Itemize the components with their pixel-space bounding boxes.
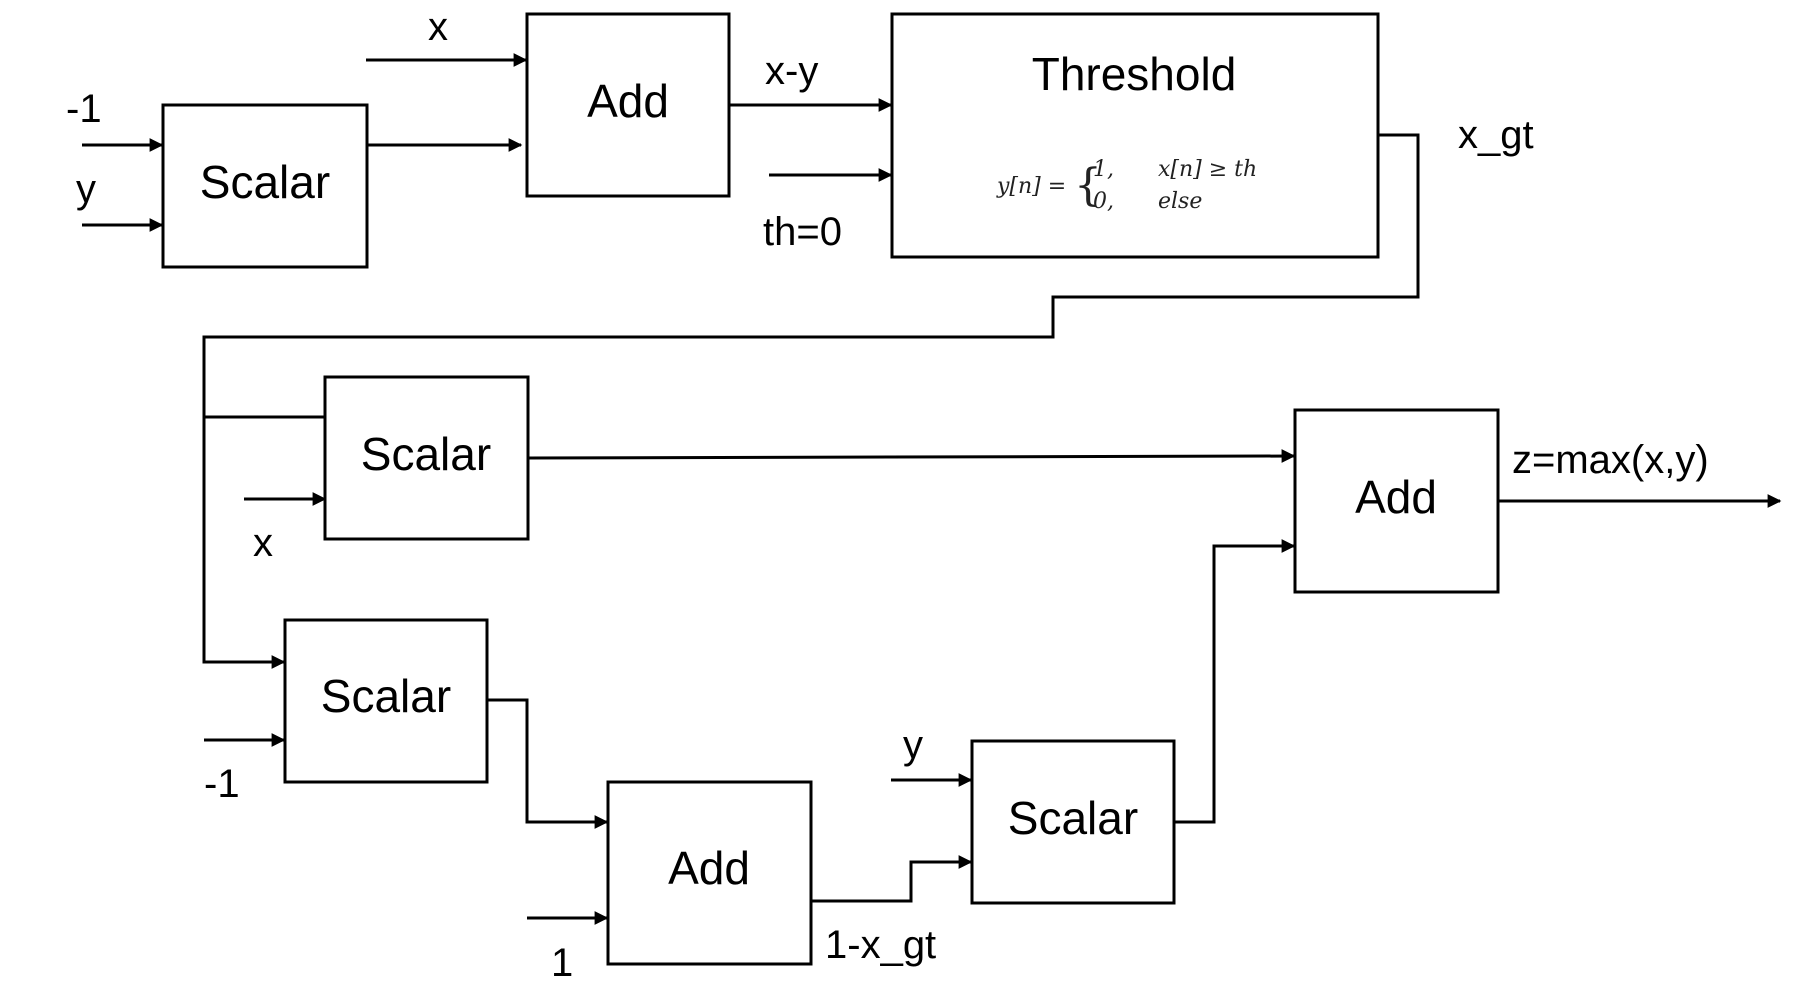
block-label: Threshold [1032,48,1237,100]
block-label: Scalar [361,428,491,480]
signal-neg-one-top: -1 [66,87,102,131]
threshold-block[interactable]: Threshold y[n] = { 1, x[n] ≥ th 0, else [890,12,1380,259]
signal-output: z=max(x,y) [1512,438,1709,482]
wire-scalar-to-add-bottom [487,698,609,829]
signal-x-gt: x_gt [1458,113,1534,157]
scalar-block-top[interactable]: Scalar [161,103,369,269]
block-label: Scalar [200,156,330,208]
wire-scalar-to-output-add [527,449,1296,463]
signal-y-bottom: y [903,723,923,767]
scalar-block-gate[interactable]: Scalar [970,739,1176,905]
signal-labels: -1 y x x-y th=0 x_gt x -1 1 y 1-x_gt z=m… [66,5,1709,984]
formula-case2-value: 0, [1093,189,1114,214]
wire-add-to-scalar-gate [811,855,973,903]
formula-lhs: y[n] = [996,174,1066,199]
block-label: Scalar [1008,792,1138,844]
signal-one-minus-x-gt: 1-x_gt [825,923,936,967]
wire-x-gt-feedback [202,133,1420,669]
add-block-bottom[interactable]: Add [606,780,813,966]
threshold-formula: y[n] = { 1, x[n] ≥ th 0, else [996,157,1257,214]
wire-scalar-gate-to-output-add [1174,539,1296,824]
block-label: Add [1355,471,1437,523]
signal-x-minus-y: x-y [765,49,818,93]
add-block-output[interactable]: Add [1293,408,1500,594]
connections [82,53,1782,925]
signal-one-bottom: 1 [551,941,573,984]
add-block-top[interactable]: Add [525,12,731,198]
scalar-block-mid[interactable]: Scalar [323,375,530,541]
signal-x-top: x [428,5,448,49]
signal-y-top: y [76,167,96,211]
formula-case1-value: 1, [1093,157,1114,182]
signal-threshold-param: th=0 [763,210,842,254]
formula-case1-condition: x[n] ≥ th [1158,157,1257,182]
signal-neg-one-mid: -1 [204,762,240,806]
block-label: Scalar [321,670,451,722]
block-label: Add [587,75,669,127]
signal-x-mid: x [253,521,273,565]
formula-case2-condition: else [1158,189,1202,214]
scalar-block-lower[interactable]: Scalar [283,618,489,784]
formula-brace: { [1074,160,1102,211]
block-label: Add [668,842,750,894]
